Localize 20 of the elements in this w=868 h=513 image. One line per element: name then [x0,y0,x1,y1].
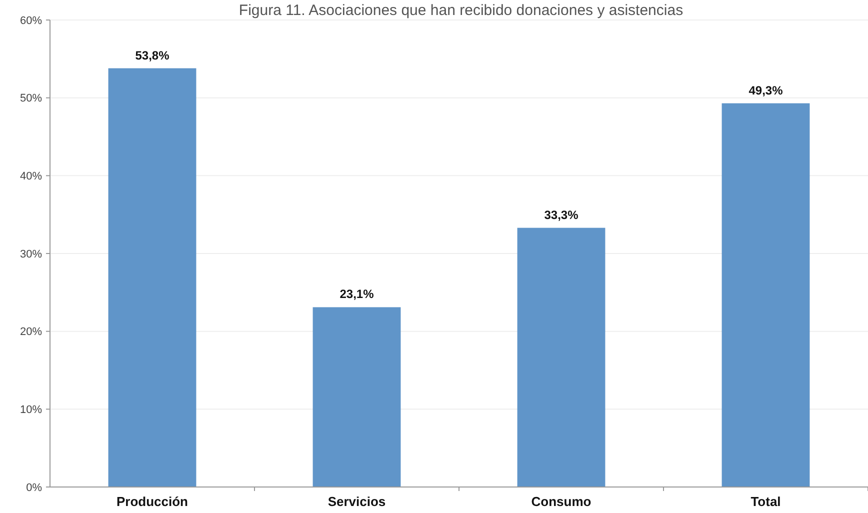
x-tick-label: Total [750,494,781,509]
x-tick-label: Consumo [531,494,592,509]
y-tick-label: 40% [20,170,42,183]
data-label: 33,3% [544,208,579,222]
x-tick-label: Producción [116,494,188,509]
y-tick-label: 60% [20,14,42,27]
y-tick-label: 10% [20,404,42,416]
y-tick-label: 30% [20,248,42,260]
y-tick-label: 0% [26,482,42,494]
y-tick-label: 50% [20,92,42,105]
bar [722,103,810,487]
chart-title: Figura 11. Asociaciones que han recibido donaciones y asistencias [238,2,684,19]
data-label: 53,8% [135,48,170,62]
data-label: 23,1% [340,287,374,302]
bar [108,68,196,487]
bar [312,307,401,487]
x-tick-label: Servicios [328,494,386,509]
y-tick-label: 20% [20,326,42,338]
data-label: 49,3% [748,83,784,98]
bar [517,228,606,487]
